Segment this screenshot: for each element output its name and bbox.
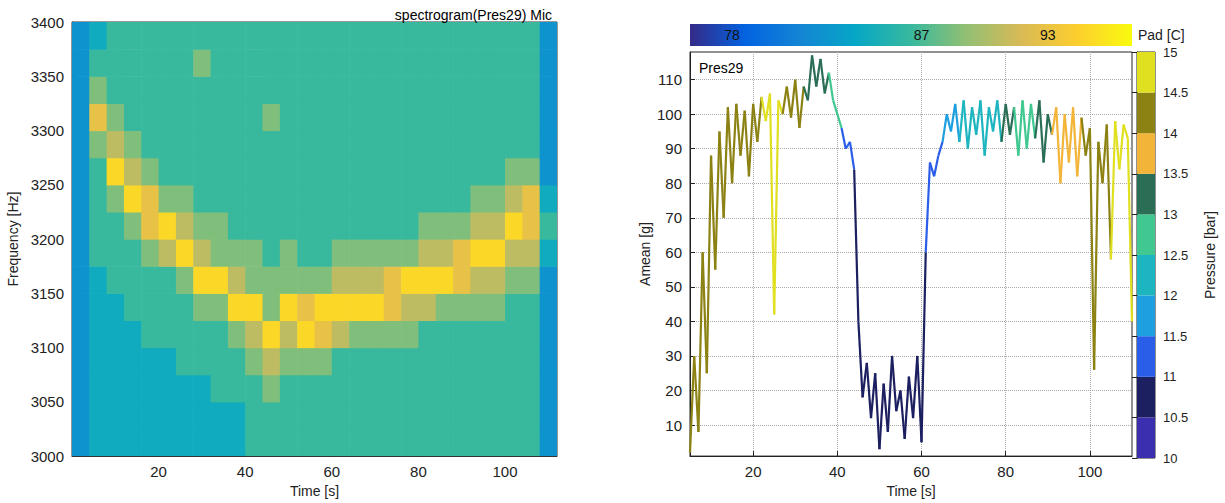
svg-text:10: 10 <box>1163 451 1177 466</box>
svg-text:14.5: 14.5 <box>1163 85 1188 100</box>
svg-text:3300: 3300 <box>31 122 64 139</box>
svg-text:11.5: 11.5 <box>1163 329 1187 344</box>
svg-text:87: 87 <box>914 27 930 43</box>
svg-text:60: 60 <box>665 244 682 261</box>
svg-text:10: 10 <box>665 417 682 434</box>
svg-text:40: 40 <box>665 313 682 330</box>
svg-text:Time [s]: Time [s] <box>886 483 935 499</box>
svg-text:Pressure [bar]: Pressure [bar] <box>1202 211 1218 299</box>
svg-text:80: 80 <box>665 175 682 192</box>
svg-text:13: 13 <box>1163 207 1177 222</box>
svg-text:20: 20 <box>150 463 167 480</box>
svg-text:60: 60 <box>913 463 930 480</box>
svg-text:40: 40 <box>829 463 846 480</box>
svg-text:14: 14 <box>1163 126 1177 141</box>
svg-text:80: 80 <box>410 463 427 480</box>
svg-text:40: 40 <box>237 463 254 480</box>
svg-text:50: 50 <box>665 278 682 295</box>
svg-text:12.5: 12.5 <box>1163 248 1188 263</box>
svg-text:Frequency [Hz]: Frequency [Hz] <box>5 192 21 287</box>
svg-text:100: 100 <box>657 106 682 123</box>
svg-text:110: 110 <box>658 71 682 88</box>
svg-text:30: 30 <box>665 347 682 364</box>
svg-text:3100: 3100 <box>31 339 64 356</box>
svg-text:12: 12 <box>1163 288 1177 303</box>
svg-text:100: 100 <box>1077 463 1102 480</box>
svg-text:3250: 3250 <box>31 176 64 193</box>
svg-text:90: 90 <box>665 140 682 157</box>
svg-text:13.5: 13.5 <box>1163 166 1188 181</box>
svg-text:Amean [g]: Amean [g] <box>637 222 653 286</box>
svg-text:100: 100 <box>493 463 518 480</box>
svg-text:60: 60 <box>323 463 340 480</box>
svg-text:10.5: 10.5 <box>1163 410 1188 425</box>
svg-text:80: 80 <box>997 463 1014 480</box>
svg-text:15: 15 <box>1163 45 1177 60</box>
svg-text:70: 70 <box>665 209 682 226</box>
svg-text:3350: 3350 <box>31 68 64 85</box>
svg-text:3150: 3150 <box>31 285 64 302</box>
svg-text:Time [s]: Time [s] <box>290 483 339 499</box>
svg-text:spectrogram(Pres29) Mic: spectrogram(Pres29) Mic <box>395 7 552 23</box>
svg-text:93: 93 <box>1040 27 1056 43</box>
svg-text:3000: 3000 <box>31 448 64 465</box>
svg-text:3400: 3400 <box>31 14 64 31</box>
svg-text:78: 78 <box>724 27 740 43</box>
svg-text:Pres29: Pres29 <box>699 60 744 76</box>
svg-text:20: 20 <box>745 463 762 480</box>
svg-text:Pad [C]: Pad [C] <box>1138 27 1185 43</box>
svg-text:11: 11 <box>1163 369 1177 384</box>
svg-text:3050: 3050 <box>31 393 64 410</box>
svg-text:3200: 3200 <box>31 231 64 248</box>
svg-text:20: 20 <box>665 382 682 399</box>
